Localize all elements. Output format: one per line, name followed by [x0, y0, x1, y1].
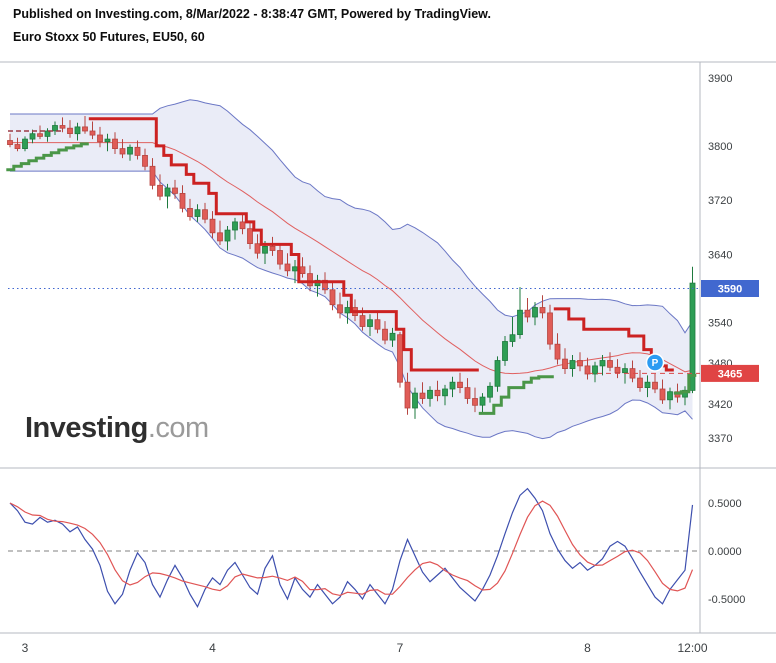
investing-logo-bold: Investing [25, 412, 148, 444]
bollinger-bands [10, 99, 693, 440]
oscillator-main-line [9, 487, 694, 609]
instrument-title: Euro Stoxx 50 Futures, EU50, 60 [13, 30, 205, 44]
time-tick-label: 12:00 [677, 641, 707, 655]
price-tick-label: 3900 [708, 73, 732, 85]
published-line: Published on Investing.com, 8/Mar/2022 -… [13, 7, 491, 21]
investing-logo: Investing.com [25, 412, 209, 444]
oscillator-signal-line [9, 500, 694, 597]
oscillator-tick-label: 0.5000 [708, 498, 742, 510]
last-price-tag-bg [701, 364, 759, 382]
published-marker[interactable]: P [645, 353, 665, 372]
oscillator-pane: 0.5000 0.0000 -0.5000 [8, 487, 745, 609]
last-price-tag: 3465 [718, 368, 742, 380]
time-tick-label: 3 [22, 641, 29, 655]
price-tick-label: 3420 [708, 399, 732, 411]
time-tick-label: 4 [209, 641, 216, 655]
price-tick-label: 3370 [708, 433, 732, 445]
level-price-tag: 3590 [718, 284, 742, 296]
price-tick-label: 3640 [708, 250, 732, 262]
price-level-lines[interactable] [8, 130, 700, 374]
investing-logo-light: .com [147, 412, 209, 444]
time-tick-label: 7 [397, 641, 404, 655]
time-tick-label: 8 [584, 641, 591, 655]
oscillator-tick-label: 0.0000 [708, 546, 742, 558]
published-marker-label: P [652, 358, 659, 369]
oscillator-tick-label: -0.5000 [708, 594, 745, 606]
time-axis[interactable]: 3 4 7 8 12:00 [22, 641, 708, 655]
price-tick-label: 3800 [708, 141, 732, 153]
level-price-tag-bg [701, 280, 759, 297]
price-tick-label: 3720 [708, 195, 732, 207]
chart-frame [0, 61, 776, 634]
trend-stop-line-green [6, 142, 697, 415]
published-marker-circle [645, 353, 665, 372]
price-tick-label: 3540 [708, 317, 732, 329]
